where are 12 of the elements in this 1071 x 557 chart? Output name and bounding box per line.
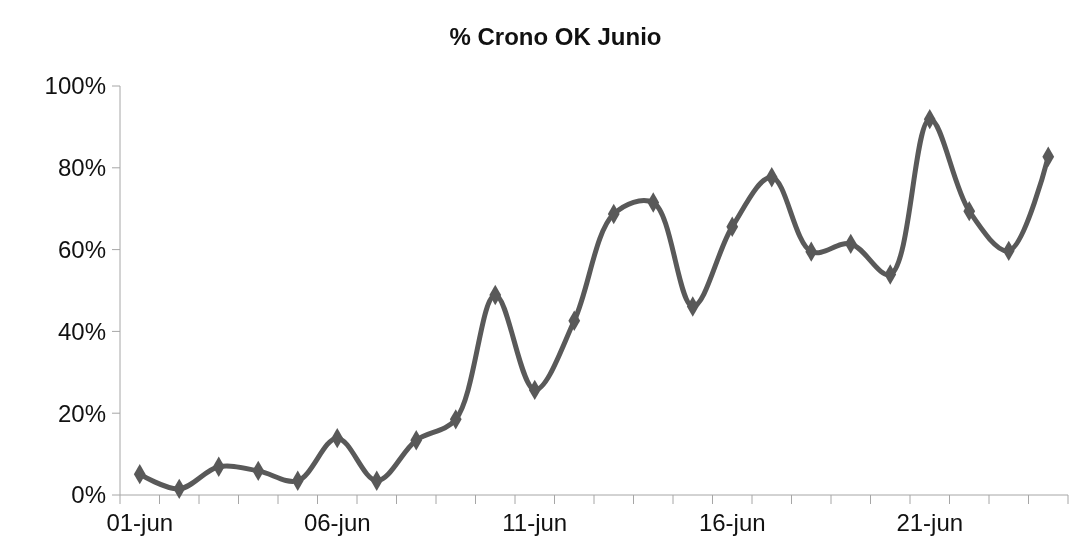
y-tick-label: 60% [57, 236, 106, 263]
y-tick-label: 80% [57, 154, 106, 182]
chart-title: % Crono OK Junio [449, 23, 662, 50]
x-tick-label: 11-jun [502, 509, 568, 536]
y-tick-label: 100% [44, 72, 106, 100]
y-tick-label: 0% [71, 481, 106, 509]
x-tick-label: 21-jun [896, 509, 964, 536]
x-tick-label: 06-jun [303, 509, 371, 536]
y-tick-label: 40% [57, 317, 106, 345]
x-tick-label: 01-jun [106, 509, 174, 536]
y-tick-label: 20% [57, 399, 106, 427]
x-tick-label: 16-jun [698, 509, 766, 536]
